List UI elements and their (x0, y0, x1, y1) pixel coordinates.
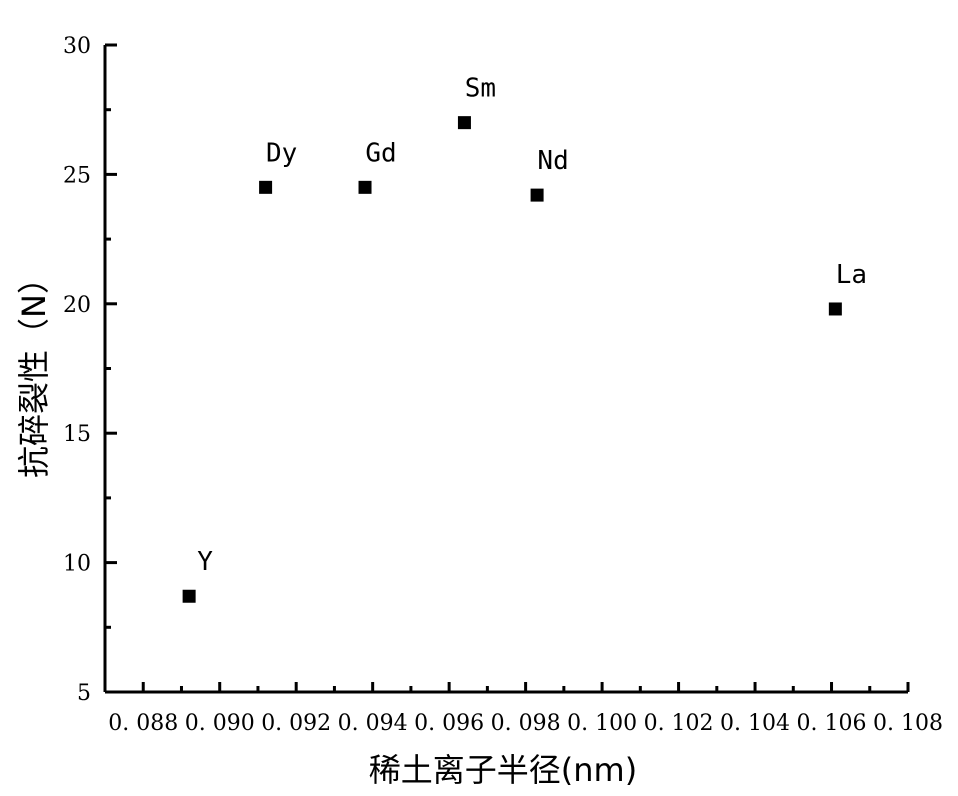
x-tick-label: 0. 094 (338, 711, 408, 736)
data-point-marker (182, 589, 196, 603)
y-ticks: 5 10 15 20 25 30 (63, 34, 117, 706)
data-point-marker (828, 302, 842, 316)
data-point-label: Y (197, 547, 213, 577)
x-axis-title: 稀土离子半径(nm) (369, 751, 637, 789)
data-point-label: Gd (365, 138, 396, 168)
y-axis-title: 抗碎裂性（N） (15, 262, 53, 478)
data-point-marker (358, 180, 372, 194)
x-tick-label: 0. 106 (797, 711, 867, 736)
x-tick-label: 0. 096 (414, 711, 484, 736)
y-tick-label: 5 (77, 681, 91, 706)
y-tick-label: 10 (63, 552, 91, 577)
data-point-marker (530, 188, 544, 202)
y-tick-label: 25 (63, 163, 91, 188)
x-ticks: 0. 088 0. 090 0. 092 0. 094 0. 096 0. 098 0. 1… (108, 682, 943, 736)
data-point-label: La (836, 260, 867, 290)
x-tick-label: 0. 102 (644, 711, 714, 736)
data-point-marker (457, 116, 471, 130)
data-points: Y Dy Gd Sm Nd La (182, 74, 867, 603)
y-tick-label: 20 (63, 293, 91, 318)
data-point-label: Nd (537, 146, 568, 176)
data-point-marker (259, 180, 273, 194)
x-tick-label: 0. 092 (261, 711, 331, 736)
x-tick-label: 0. 088 (108, 711, 178, 736)
x-tick-label: 0. 100 (567, 711, 637, 736)
data-point-label: Dy (266, 138, 297, 168)
x-tick-label: 0. 104 (720, 711, 790, 736)
x-tick-label: 0. 098 (491, 711, 561, 736)
y-tick-label: 30 (63, 34, 91, 59)
x-tick-label: 0. 108 (873, 711, 943, 736)
x-tick-label: 0. 090 (185, 711, 255, 736)
y-tick-label: 15 (63, 422, 91, 447)
data-point-label: Sm (465, 74, 496, 104)
axes (103, 45, 908, 694)
